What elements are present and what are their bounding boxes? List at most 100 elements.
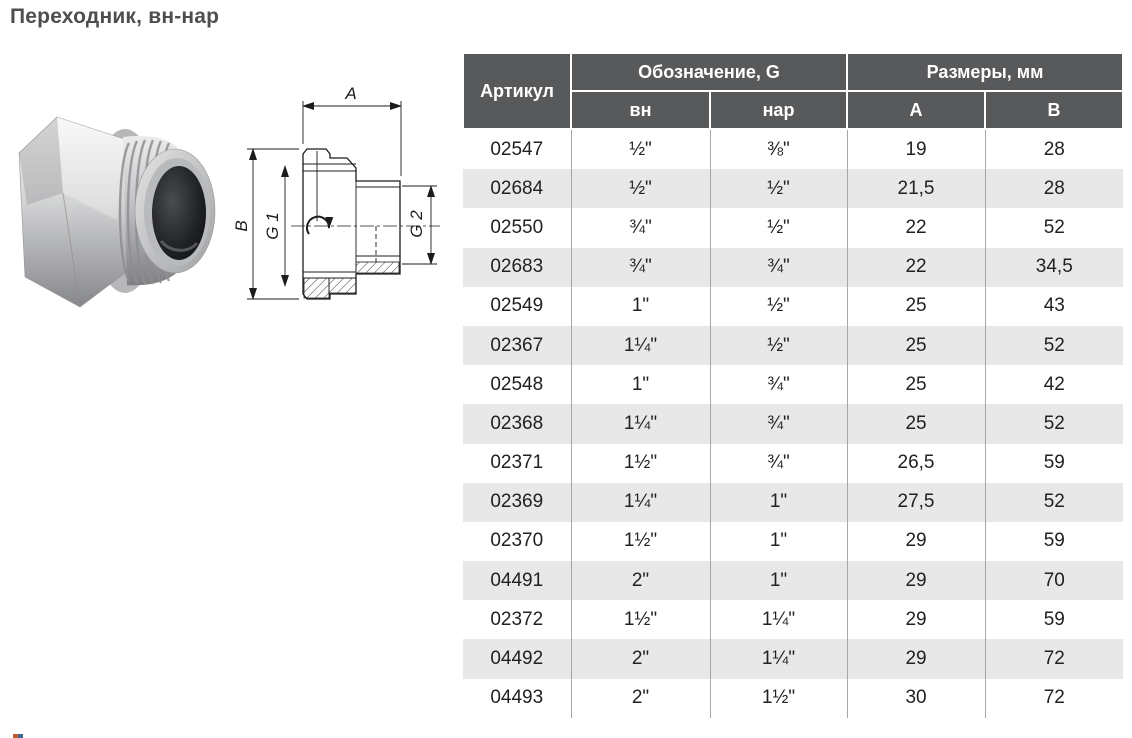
cell-thread-internal: ¾" bbox=[570, 247, 710, 287]
cell-thread-external: 1" bbox=[709, 521, 848, 562]
cell-dim-a: 25 bbox=[846, 365, 986, 405]
cell-thread-internal: 2" bbox=[570, 678, 710, 718]
col-header-nar: нар bbox=[708, 90, 849, 130]
cell-article: 02368 bbox=[463, 404, 571, 444]
cell-thread-external: 1¼" bbox=[709, 600, 848, 640]
cell-dim-a: 29 bbox=[846, 600, 986, 640]
col-header-dim-a: A bbox=[846, 90, 987, 130]
cell-thread-external: ⅜" bbox=[709, 129, 848, 170]
page-corner-mark bbox=[13, 734, 23, 738]
cell-article: 02370 bbox=[490, 530, 544, 552]
dim-label-b: B bbox=[233, 220, 251, 231]
cell-thread-external: 1" bbox=[709, 561, 848, 601]
cell-dim-a: 26,5 bbox=[846, 443, 986, 483]
cell-thread-internal: ½" bbox=[570, 129, 710, 170]
dim-label-a: A bbox=[344, 84, 356, 103]
cell-thread-internal: 1" bbox=[570, 286, 710, 326]
table-row: 02367 1¼" ½" 25 52 bbox=[463, 325, 1124, 366]
table-row: 02684 ½" ½" 21,5 28 bbox=[463, 169, 1124, 209]
cell-thread-internal: 2" bbox=[570, 561, 710, 601]
cell-thread-internal: 2" bbox=[570, 639, 710, 679]
page-title: Переходник, вн-нар bbox=[10, 5, 220, 28]
part-outline bbox=[302, 148, 401, 300]
table-row: 04491 2" 1" 29 70 bbox=[463, 561, 1124, 601]
col-header-vn: вн bbox=[570, 90, 711, 130]
cell-dim-b: 52 bbox=[984, 404, 1124, 444]
cell-dim-a: 25 bbox=[846, 286, 986, 326]
cell-dim-a: 27,5 bbox=[846, 482, 986, 522]
dim-label-g1: G 1 bbox=[263, 212, 282, 239]
cell-article: 02369 bbox=[463, 482, 571, 522]
cell-dim-b: 59 bbox=[984, 600, 1124, 640]
cell-article: 02684 bbox=[463, 169, 571, 209]
table-row: 02683 ¾" ¾" 22 34,5 bbox=[463, 247, 1124, 287]
cell-dim-b: 72 bbox=[984, 678, 1124, 718]
cell-article: 02683 bbox=[463, 247, 571, 287]
col-header-article: Артикул bbox=[462, 52, 572, 130]
fitting-illustration bbox=[18, 116, 216, 308]
cell-article: 02549 bbox=[490, 295, 544, 317]
cell-dim-b: 59 bbox=[984, 521, 1124, 562]
cell-dim-a: 30 bbox=[846, 678, 986, 718]
cell-dim-b: 70 bbox=[984, 561, 1124, 601]
cell-article: 04492 bbox=[463, 639, 571, 679]
cell-dim-b: 28 bbox=[984, 169, 1124, 209]
cell-thread-external: ½" bbox=[709, 325, 848, 366]
cell-dim-b: 42 bbox=[984, 365, 1124, 405]
cell-dim-a: 19 bbox=[846, 129, 986, 170]
cell-article: 02371 bbox=[490, 452, 544, 474]
dim-label-g2: G 2 bbox=[407, 210, 426, 238]
cell-thread-internal: ¾" bbox=[570, 208, 710, 248]
cell-dim-a: 22 bbox=[846, 208, 986, 248]
cell-thread-external: ¾" bbox=[709, 247, 848, 287]
cell-dim-b: 59 bbox=[984, 443, 1124, 483]
table-row: 04493 2" 1½" 30 72 bbox=[463, 678, 1124, 718]
cell-thread-external: 1¼" bbox=[709, 639, 848, 679]
cell-thread-external: ¾" bbox=[709, 365, 848, 405]
thread-lines bbox=[303, 151, 400, 279]
cell-dim-a: 22 bbox=[846, 247, 986, 287]
cell-article: 04493 bbox=[490, 687, 544, 709]
rotation-arrow bbox=[306, 215, 334, 235]
spec-table-body: 02547 ½" ⅜" 19 28 02684 ½" ½" 21,5 28 02… bbox=[463, 129, 1124, 718]
table-row: 02371 1½" ¾" 26,5 59 bbox=[463, 443, 1124, 483]
cell-dim-a: 29 bbox=[846, 639, 986, 679]
col-header-designation-group: Обозначение, G bbox=[569, 52, 849, 92]
cell-thread-external: ½" bbox=[709, 208, 848, 248]
cell-article: 02367 bbox=[463, 325, 571, 366]
col-header-dim-b: B bbox=[984, 90, 1125, 130]
table-row: 02547 ½" ⅜" 19 28 bbox=[463, 129, 1124, 170]
cell-dim-b: 52 bbox=[984, 325, 1124, 366]
cell-thread-external: 1½" bbox=[709, 678, 848, 718]
cell-thread-internal: ½" bbox=[570, 169, 710, 209]
table-row: 02370 1½" 1" 29 59 bbox=[463, 521, 1124, 562]
cell-thread-internal: 1" bbox=[570, 365, 710, 405]
dimension-lines bbox=[247, 101, 437, 300]
cell-dim-a: 25 bbox=[846, 404, 986, 444]
cell-thread-external: ½" bbox=[709, 286, 848, 326]
table-row: 02372 1½" 1¼" 29 59 bbox=[463, 600, 1124, 640]
cell-thread-internal: 1½" bbox=[570, 521, 710, 562]
cell-dim-a: 29 bbox=[846, 521, 986, 562]
cell-thread-internal: 1½" bbox=[570, 443, 710, 483]
col-header-dimensions-group: Размеры, мм bbox=[846, 52, 1125, 92]
cell-article: 04491 bbox=[463, 561, 571, 601]
cell-dim-a: 25 bbox=[846, 325, 986, 366]
cell-thread-internal: 1¼" bbox=[570, 404, 710, 444]
table-row: 02548 1" ¾" 25 42 bbox=[463, 365, 1124, 405]
cell-dim-a: 21,5 bbox=[846, 169, 986, 209]
cell-dim-b: 52 bbox=[984, 208, 1124, 248]
table-row: 02368 1¼" ¾" 25 52 bbox=[463, 404, 1124, 444]
cell-dim-b: 28 bbox=[984, 129, 1124, 170]
cell-thread-external: 1" bbox=[709, 482, 848, 522]
table-row: 02550 ¾" ½" 22 52 bbox=[463, 208, 1124, 248]
cell-thread-external: ¾" bbox=[709, 443, 848, 483]
cell-article: 02547 bbox=[490, 138, 544, 160]
cell-article: 02550 bbox=[490, 216, 544, 238]
cell-dim-a: 29 bbox=[846, 561, 986, 601]
table-row: 02369 1¼" 1" 27,5 52 bbox=[463, 482, 1124, 522]
cell-thread-external: ½" bbox=[709, 169, 848, 209]
table-row: 02549 1" ½" 25 43 bbox=[463, 286, 1124, 326]
section-hatching bbox=[303, 261, 400, 299]
cell-dim-b: 34,5 bbox=[984, 247, 1124, 287]
